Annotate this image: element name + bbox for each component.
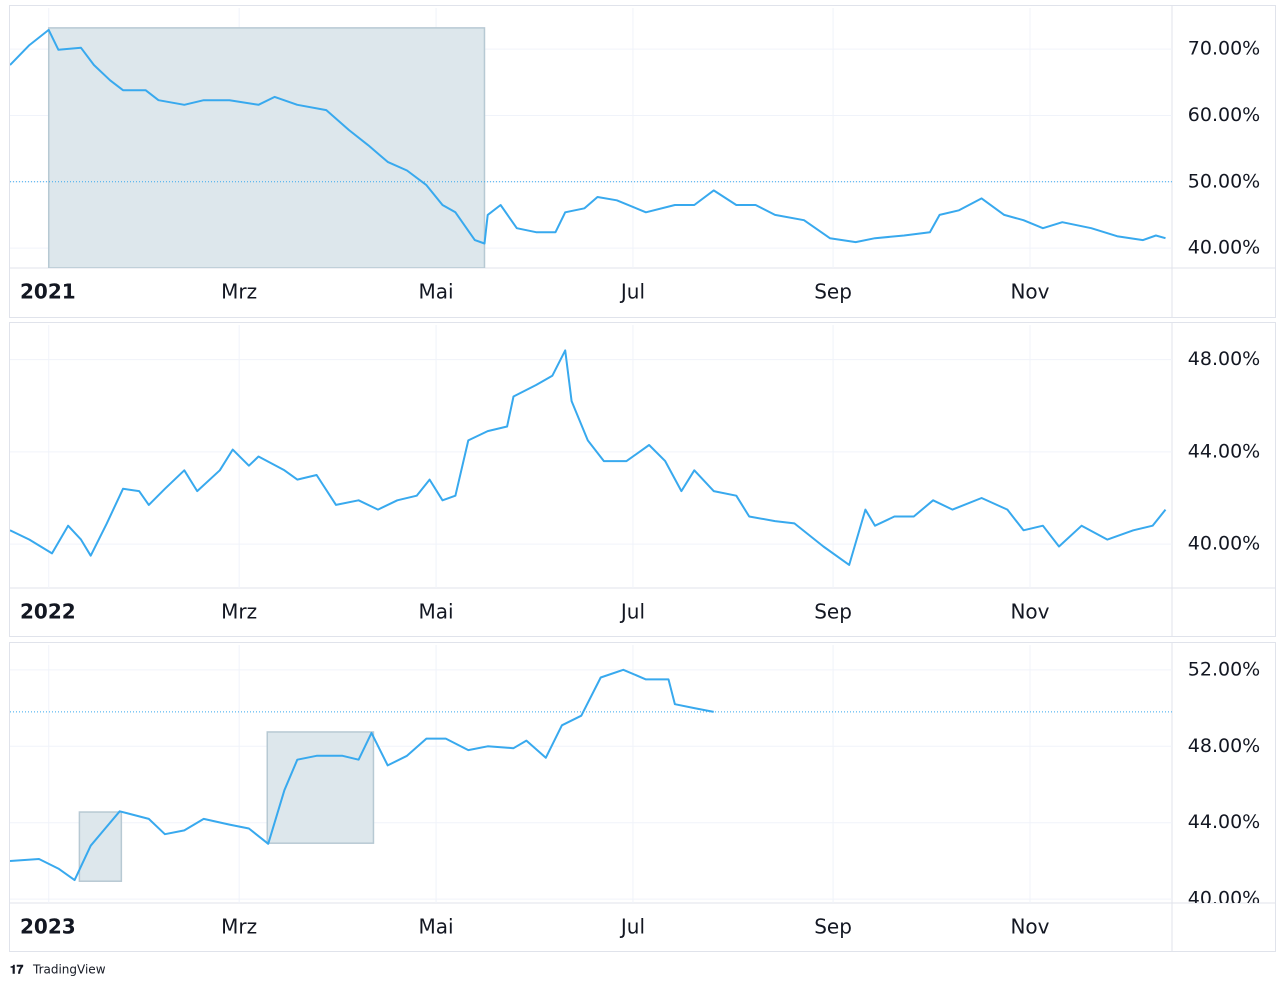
plot-area [10, 645, 1172, 903]
highlight-box [47, 27, 486, 268]
y-tick-label: 44.00% [1188, 440, 1260, 462]
y-tick-label: 40.00% [1188, 237, 1260, 259]
month-label: Mrz [221, 280, 257, 304]
y-tick-label: 60.00% [1188, 104, 1260, 126]
highlight-box [78, 811, 123, 882]
month-label: Jul [619, 600, 645, 624]
month-label: Mrz [221, 915, 257, 939]
month-label: Mai [419, 280, 454, 304]
logo[interactable]: 𝟏𝟕 TradingView [10, 963, 106, 977]
plot-area [10, 325, 1172, 588]
month-label: Mrz [221, 600, 257, 624]
logo-mark: 𝟏𝟕 [10, 963, 24, 977]
year-label: 2021 [20, 280, 76, 304]
highlight-box [266, 731, 375, 844]
y-tick-label: 52.00% [1188, 658, 1260, 680]
y-tick-label: 70.00% [1188, 38, 1260, 60]
y-tick-label: 44.00% [1188, 811, 1260, 833]
y-tick-label: 50.00% [1188, 170, 1260, 192]
y-tick-label: 48.00% [1188, 735, 1260, 757]
month-label: Mai [419, 600, 454, 624]
y-tick-label: 40.00% [1188, 888, 1260, 910]
year-label: 2023 [20, 915, 76, 939]
month-label: Jul [619, 915, 645, 939]
month-label: Nov [1010, 915, 1049, 939]
month-label: Sep [814, 280, 852, 304]
month-label: Mai [419, 915, 454, 939]
month-label: Sep [814, 915, 852, 939]
month-label: Nov [1010, 600, 1049, 624]
panel-border [9, 642, 1276, 952]
month-label: Jul [619, 280, 645, 304]
price-line [10, 28, 1166, 245]
brand-name[interactable]: TradingView [32, 963, 106, 977]
month-label: Nov [1010, 280, 1049, 304]
price-line [10, 349, 1167, 566]
price-axis: 40.00% 50.00% 60.00% 70.00% [1188, 38, 1260, 259]
plot-area [10, 8, 1172, 268]
price-line [10, 668, 714, 882]
year-label: 2022 [20, 600, 76, 624]
price-axis: 40.00% 44.00% 48.00% 52.00% [1188, 658, 1260, 910]
panel-border [9, 5, 1276, 318]
price-axis: 40.00% 44.00% 48.00% [1188, 348, 1260, 555]
y-tick-label: 40.00% [1188, 533, 1260, 555]
panel-border [9, 322, 1276, 637]
y-tick-label: 48.00% [1188, 348, 1260, 370]
month-label: Sep [814, 600, 852, 624]
